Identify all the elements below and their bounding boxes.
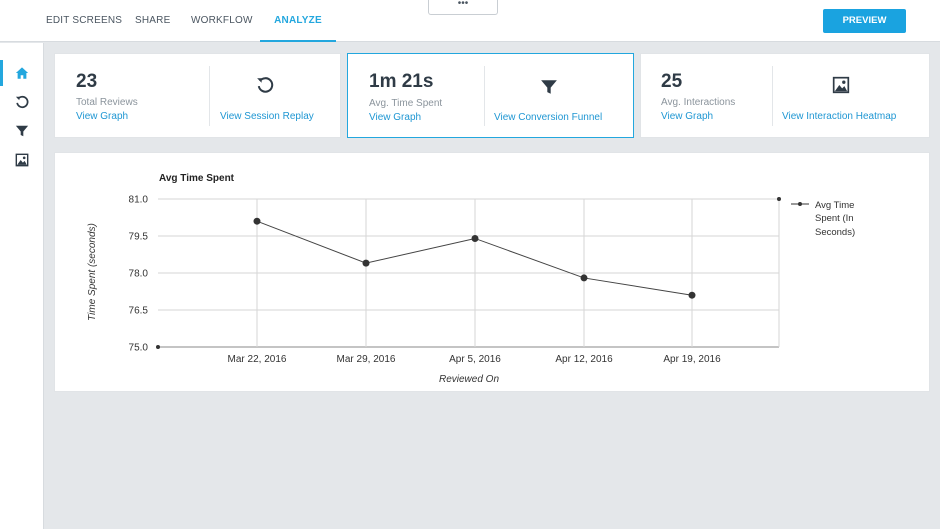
sidebar-item-replay[interactable] bbox=[0, 89, 43, 115]
avg-time-spent-label: Avg. Time Spent bbox=[369, 98, 443, 109]
avg-interactions-label: Avg. Interactions bbox=[661, 97, 736, 108]
more-menu-button[interactable]: ••• bbox=[428, 0, 498, 15]
data-point bbox=[471, 234, 479, 242]
legend-line-2: Spent (In bbox=[815, 213, 854, 224]
tab-edit-screens[interactable]: EDIT SCREENS bbox=[46, 15, 123, 26]
tab-share[interactable]: SHARE bbox=[135, 15, 171, 26]
view-graph-link[interactable]: View Graph bbox=[369, 112, 422, 123]
line-chart: Avg Time Spent Time Spent (seconds) Revi… bbox=[87, 173, 855, 385]
view-session-replay-link[interactable]: View Session Replay bbox=[220, 111, 314, 122]
data-point bbox=[580, 274, 588, 282]
view-graph-link[interactable]: View Graph bbox=[661, 111, 714, 122]
refresh-icon bbox=[15, 95, 28, 109]
data-point bbox=[362, 259, 370, 267]
sidebar bbox=[0, 43, 44, 529]
y-tick-label: 78.0 bbox=[129, 269, 149, 280]
total-reviews-label: Total Reviews bbox=[76, 97, 138, 108]
y-tick-label: 81.0 bbox=[129, 195, 149, 206]
avg-time-spent-value: 1m 21s bbox=[369, 71, 434, 92]
total-reviews-card: 23 Total Reviews View Graph View Session… bbox=[54, 53, 341, 138]
y-tick-label: 79.5 bbox=[129, 232, 149, 243]
card-divider bbox=[209, 66, 210, 126]
x-axis-label: Reviewed On bbox=[439, 374, 499, 385]
image-icon[interactable] bbox=[832, 76, 850, 94]
axis-origin-marker bbox=[156, 345, 160, 349]
refresh-icon[interactable] bbox=[256, 76, 274, 94]
view-conversion-funnel-link[interactable]: View Conversion Funnel bbox=[494, 112, 603, 123]
view-graph-link[interactable]: View Graph bbox=[76, 111, 129, 122]
sidebar-item-home[interactable] bbox=[0, 60, 43, 86]
x-tick-label: Apr 5, 2016 bbox=[449, 354, 501, 365]
axis-end-marker bbox=[777, 197, 781, 201]
card-divider bbox=[484, 66, 485, 126]
y-tick-label: 75.0 bbox=[129, 343, 149, 354]
y-axis-label: Time Spent (seconds) bbox=[87, 223, 98, 321]
sidebar-item-heatmap[interactable] bbox=[0, 147, 43, 173]
total-reviews-value: 23 bbox=[76, 71, 98, 92]
legend-line-1: Avg Time bbox=[815, 200, 854, 211]
avg-time-spent-chart-panel: Avg Time Spent Time Spent (seconds) Revi… bbox=[54, 152, 930, 392]
avg-interactions-value: 25 bbox=[661, 71, 683, 92]
sidebar-item-funnel[interactable] bbox=[0, 118, 43, 144]
legend-line-3: Seconds) bbox=[815, 227, 855, 238]
x-tick-label: Apr 19, 2016 bbox=[663, 354, 721, 365]
x-tick-label: Mar 22, 2016 bbox=[228, 354, 287, 365]
chart-legend: Avg Time Spent (In Seconds) bbox=[791, 200, 855, 238]
chart-title: Avg Time Spent bbox=[159, 173, 235, 184]
avg-time-spent-card[interactable]: 1m 21s Avg. Time Spent View Graph View C… bbox=[347, 53, 634, 138]
x-tick-label: Mar 29, 2016 bbox=[337, 354, 396, 365]
y-tick-label: 76.5 bbox=[129, 306, 149, 317]
funnel-icon[interactable] bbox=[540, 78, 558, 96]
preview-button[interactable]: PREVIEW bbox=[823, 9, 906, 33]
x-tick-label: Apr 12, 2016 bbox=[555, 354, 613, 365]
top-nav: EDIT SCREENS SHARE WORKFLOW ANALYZE ••• … bbox=[0, 0, 940, 42]
image-icon bbox=[15, 153, 28, 167]
tab-analyze[interactable]: ANALYZE bbox=[260, 0, 336, 42]
view-interaction-heatmap-link[interactable]: View Interaction Heatmap bbox=[782, 111, 897, 122]
data-point bbox=[688, 291, 696, 299]
funnel-icon bbox=[15, 125, 28, 137]
home-icon bbox=[15, 67, 28, 79]
card-divider bbox=[772, 66, 773, 126]
data-point bbox=[253, 217, 261, 225]
avg-interactions-card: 25 Avg. Interactions View Graph View Int… bbox=[640, 53, 930, 138]
tab-workflow[interactable]: WORKFLOW bbox=[191, 15, 253, 26]
